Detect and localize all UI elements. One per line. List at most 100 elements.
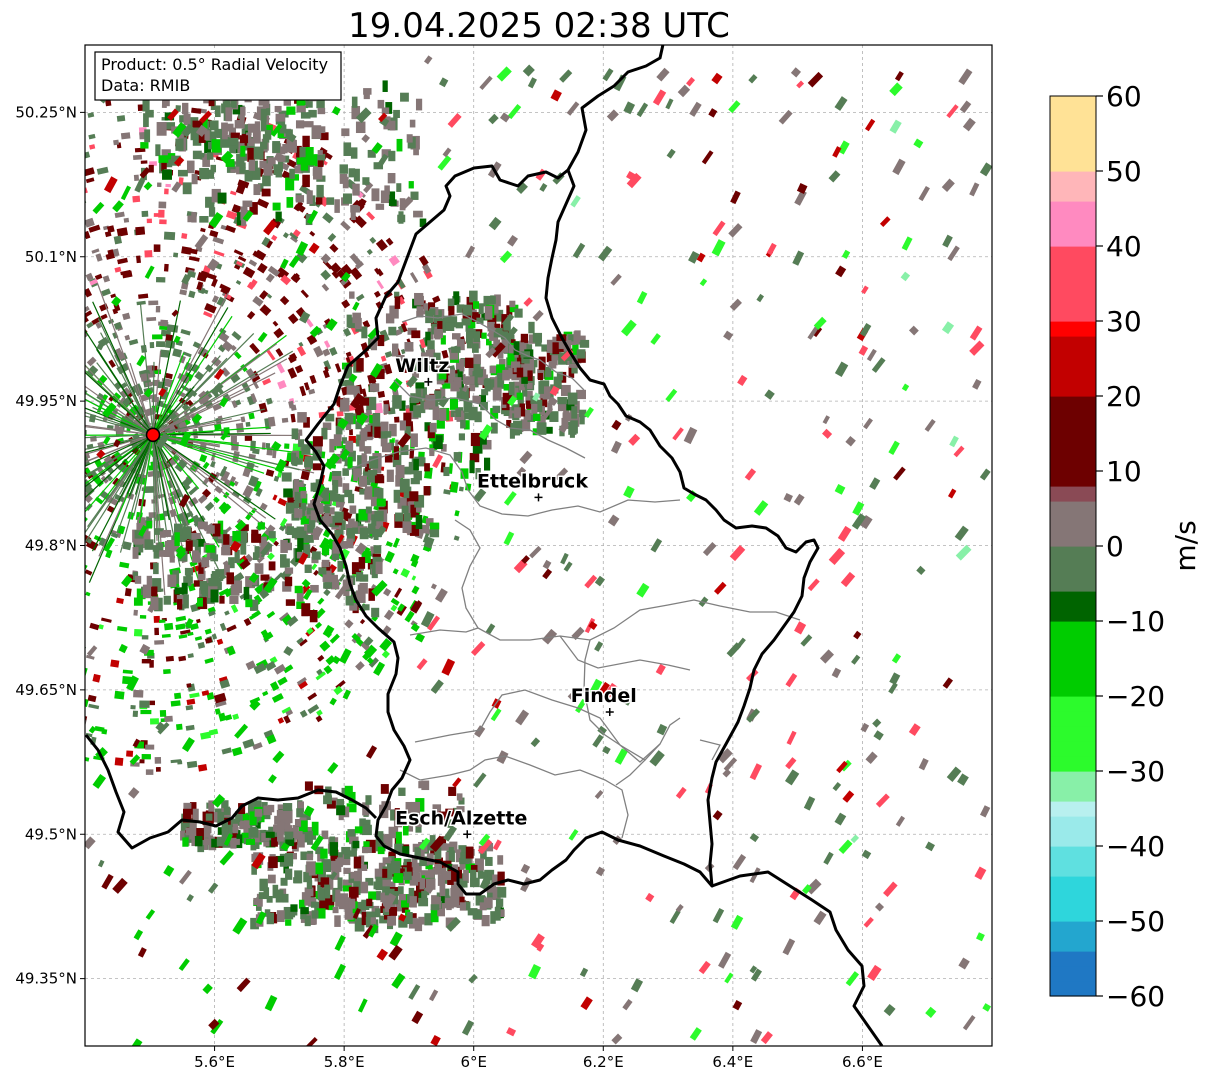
echo-gate — [602, 745, 611, 755]
echo-gate — [347, 829, 356, 838]
echo-gate — [181, 385, 190, 392]
echo-gate — [291, 174, 300, 181]
echo-gate — [316, 908, 326, 919]
echo-gate — [665, 388, 678, 403]
echo-gate — [47, 483, 57, 494]
echo-gate — [139, 615, 147, 619]
echo-gate — [355, 121, 366, 134]
echo-gate — [333, 434, 342, 447]
echo-gate — [892, 158, 906, 176]
echo-gate — [382, 443, 392, 453]
echo-gate — [58, 521, 65, 528]
echo-gate — [173, 335, 181, 344]
echo-gate — [164, 188, 169, 195]
echo-gate — [38, 639, 44, 644]
echo-gate — [134, 536, 143, 545]
echo-gate — [490, 408, 499, 419]
echo-gate — [216, 638, 224, 646]
echo-gate — [297, 538, 304, 550]
echo-gate — [363, 638, 371, 646]
echo-gate — [377, 334, 385, 347]
national-border — [85, 734, 378, 850]
echo-gate — [251, 610, 262, 619]
echo-gate — [18, 511, 27, 520]
echo-gate — [449, 397, 459, 410]
echo-spoke — [85, 434, 154, 451]
echo-gate — [242, 210, 254, 222]
echo-gate — [163, 595, 171, 605]
echo-gate — [42, 609, 54, 620]
echo-gate — [145, 407, 156, 417]
echo-gate — [285, 542, 292, 551]
echo-gate — [98, 624, 104, 630]
colorbar-segment — [1050, 366, 1096, 382]
echo-gate — [333, 685, 343, 696]
echo-gate — [309, 609, 318, 623]
echo-gate — [419, 343, 426, 355]
echo-gate — [677, 84, 691, 98]
echo-gate — [78, 229, 84, 234]
echo-gate — [528, 321, 535, 334]
echo-gate — [438, 811, 449, 825]
echo-gate — [60, 579, 70, 589]
echo-gate — [436, 418, 445, 429]
echo-gate — [386, 469, 394, 482]
echo-gate — [395, 475, 402, 487]
echo-gate — [122, 669, 133, 675]
echo-gate — [869, 477, 881, 490]
echo-gate — [947, 488, 957, 499]
canton-boundary — [699, 739, 721, 761]
echo-gate — [8, 632, 16, 639]
echo-gate — [414, 918, 423, 932]
echo-gate — [460, 414, 466, 429]
echo-gate — [497, 871, 505, 886]
echo-gate — [92, 475, 104, 487]
echo-gate — [316, 184, 324, 198]
echo-gate — [440, 335, 446, 345]
echo-gate — [380, 421, 389, 432]
echo-gate — [89, 622, 100, 631]
echo-gate — [13, 449, 20, 456]
echo-gate — [440, 387, 446, 400]
echo-gate — [584, 574, 598, 589]
echo-gate — [59, 728, 70, 737]
echo-gate — [69, 371, 80, 383]
echo-gate — [411, 1010, 424, 1025]
echo-gate — [456, 304, 465, 313]
echo-gate — [394, 843, 404, 854]
echo-gate — [395, 465, 405, 479]
echo-gate — [58, 188, 67, 196]
echo-gate — [916, 565, 926, 575]
echo-gate — [389, 931, 403, 947]
echo-gate — [277, 155, 286, 162]
echo-gate — [219, 396, 229, 408]
echo-gate — [88, 133, 96, 140]
echo-gate — [334, 935, 346, 951]
echo-gate — [209, 460, 216, 468]
echo-gate — [249, 279, 258, 288]
echo-gate — [569, 413, 580, 427]
echo-gate — [221, 747, 232, 755]
echo-gate — [794, 621, 807, 635]
echo-gate — [427, 340, 435, 352]
echo-gate — [454, 510, 460, 517]
echo-gate — [161, 378, 168, 383]
echo-gate — [278, 523, 287, 532]
echo-gate — [299, 530, 307, 543]
echo-gate — [871, 357, 886, 373]
echo-gate — [277, 380, 287, 390]
echo-gate — [636, 291, 648, 305]
echo-gate — [3, 461, 11, 470]
echo-gate — [337, 877, 343, 892]
echo-gate — [597, 725, 607, 736]
echo-gate — [404, 610, 415, 623]
colorbar-segment — [1050, 126, 1096, 142]
colorbar-segment — [1050, 831, 1096, 847]
echo-gate — [134, 575, 142, 584]
echo-gate — [783, 492, 793, 503]
echo-gate — [187, 517, 195, 524]
echo-gate — [272, 202, 281, 211]
echo-gate — [299, 147, 309, 158]
echo-gate — [372, 464, 382, 474]
echo-gate — [233, 351, 242, 360]
